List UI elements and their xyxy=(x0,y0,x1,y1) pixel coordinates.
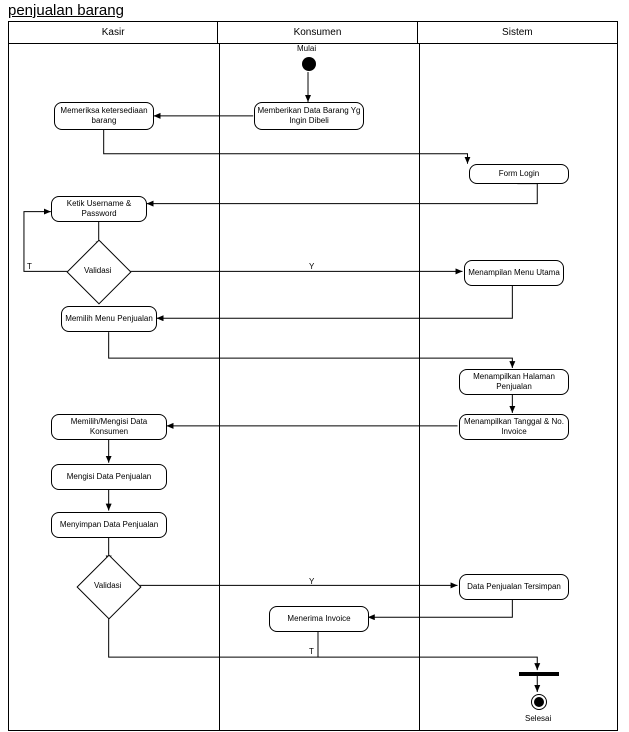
label-t1: T xyxy=(27,262,32,271)
lane-body: Mulai Memberikan Data Barang Yg Ingin Di… xyxy=(9,44,617,730)
label-y2: Y xyxy=(309,577,314,586)
label-t2: T xyxy=(309,647,314,656)
label-y1: Y xyxy=(309,262,314,271)
node-data-tersimpan: Data Penjualan Tersimpan xyxy=(459,574,569,600)
lane-header-sistem: Sistem xyxy=(418,22,617,43)
node-menyimpan: Menyimpan Data Penjualan xyxy=(51,512,167,538)
lane-header-kasir: Kasir xyxy=(9,22,218,43)
node-form-login: Form Login xyxy=(469,164,569,184)
lane-divider-1 xyxy=(219,44,220,730)
lane-header-konsumen: Konsumen xyxy=(218,22,417,43)
activity-diagram: Kasir Konsumen Sistem xyxy=(8,21,618,731)
node-ketik-username: Ketik Username & Password xyxy=(51,196,147,222)
node-halaman-penjualan: Menampilkan Halaman Penjualan xyxy=(459,369,569,395)
label-validasi-2: Validasi xyxy=(94,581,121,590)
node-menu-utama: Menampilan Menu Utama xyxy=(464,260,564,286)
node-menerima-invoice: Menerima Invoice xyxy=(269,606,369,632)
node-mengisi-penjualan: Mengisi Data Penjualan xyxy=(51,464,167,490)
node-memberikan-data: Memberikan Data Barang Yg Ingin Dibeli xyxy=(254,102,364,130)
page-title: penjualan barang xyxy=(0,0,629,21)
start-label: Mulai xyxy=(297,44,316,53)
lane-headers: Kasir Konsumen Sistem xyxy=(9,22,617,44)
node-tanggal-invoice: Menampilkan Tanggal & No. Invoice xyxy=(459,414,569,440)
lane-divider-2 xyxy=(419,44,420,730)
start-node xyxy=(302,57,316,71)
node-memilih-data-konsumen: Memilih/Mengisi Data Konsumen xyxy=(51,414,167,440)
node-memilih-menu: Memilih Menu Penjualan xyxy=(61,306,157,332)
end-node xyxy=(531,694,547,710)
end-bar xyxy=(519,672,559,676)
label-validasi-1: Validasi xyxy=(84,266,111,275)
end-label: Selesai xyxy=(525,714,551,723)
node-memeriksa: Memeriksa ketersediaan barang xyxy=(54,102,154,130)
